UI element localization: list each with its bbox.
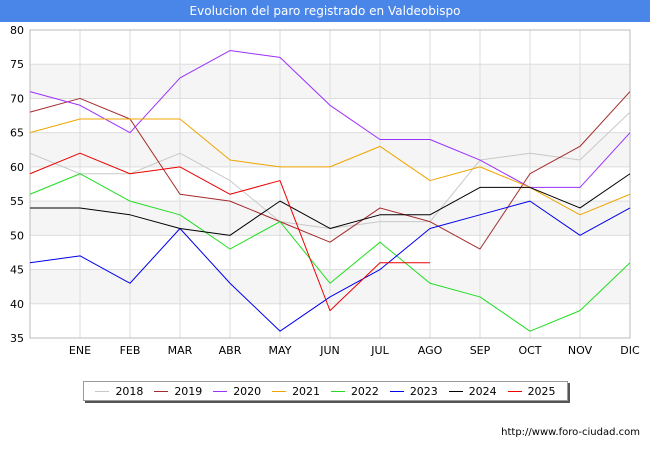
series-line-2022: [29, 173, 631, 332]
legend-swatch: [389, 390, 404, 392]
legend-swatch: [95, 390, 110, 392]
legend-label: 2020: [233, 384, 262, 398]
legend-item-2021: 2021: [272, 385, 320, 398]
legend-label: 2018: [115, 384, 144, 398]
x-tick-label: MAY: [269, 344, 292, 357]
legend-label: 2021: [292, 384, 321, 398]
y-tick-label: 60: [10, 161, 24, 174]
y-tick-label: 70: [10, 92, 24, 105]
x-tick-label: ENE: [69, 344, 91, 357]
y-tick-label: 50: [10, 229, 24, 242]
x-tick-label: JUN: [319, 344, 340, 357]
x-tick-label: NOV: [568, 344, 593, 357]
legend-item-2018: 2018: [95, 385, 143, 398]
legend-item-2024: 2024: [448, 384, 497, 398]
y-tick-label: 75: [10, 58, 24, 71]
series-line-2023: [29, 200, 631, 332]
legend-swatch: [272, 390, 287, 392]
chart-title: Evolucion del paro registrado en Valdeob…: [0, 0, 650, 22]
x-tick-label: ABR: [219, 344, 242, 357]
y-axis-ticks: 35 40 45 50 55 60 65 70 75 80: [10, 24, 24, 345]
y-tick-label: 65: [10, 127, 24, 140]
legend-item-2019: 2019: [154, 385, 202, 398]
series-line-2024: [30, 173, 631, 236]
legend-label: 2025: [527, 384, 556, 398]
legend-item-2020: 2020: [213, 385, 261, 398]
x-tick-label: FEB: [120, 344, 141, 357]
x-tick-label: JUL: [370, 344, 389, 357]
plot-frame: [29, 29, 631, 339]
series-line-2025: [29, 152, 430, 312]
y-tick-label: 45: [10, 264, 24, 277]
legend-item-2025: 2025: [507, 384, 556, 398]
legend-swatch: [330, 390, 345, 392]
y-tick-label: 40: [10, 298, 24, 311]
x-tick-label: AGO: [418, 344, 443, 357]
y-tick-label: 55: [10, 195, 24, 208]
x-tick-label: MAR: [168, 344, 193, 357]
legend: 2018 2019 2020 2021 2022 2023 2024 2025: [83, 381, 568, 401]
x-tick-label: DIC: [620, 344, 640, 357]
x-tick-label: SEP: [470, 344, 491, 357]
legend-label: 2023: [409, 384, 438, 398]
series-lines: [29, 50, 631, 332]
legend-item-2023: 2023: [389, 384, 438, 398]
legend-label: 2024: [468, 384, 497, 398]
legend-swatch: [448, 390, 463, 392]
legend-item-2022: 2022: [330, 384, 379, 398]
y-tick-label: 80: [10, 24, 24, 37]
y-tick-label: 35: [10, 332, 24, 345]
legend-label: 2022: [350, 384, 379, 398]
source-url: http://www.foro-ciudad.com: [501, 427, 640, 438]
legend-swatch: [507, 390, 522, 392]
legend-label: 2019: [174, 384, 203, 398]
x-axis-ticks: ENE FEB MAR ABR MAY JUN JUL AGO SEP OCT NOV DIC: [69, 344, 640, 357]
legend-swatch: [213, 390, 228, 392]
legend-swatch: [154, 390, 169, 392]
x-tick-label: OCT: [518, 344, 541, 357]
